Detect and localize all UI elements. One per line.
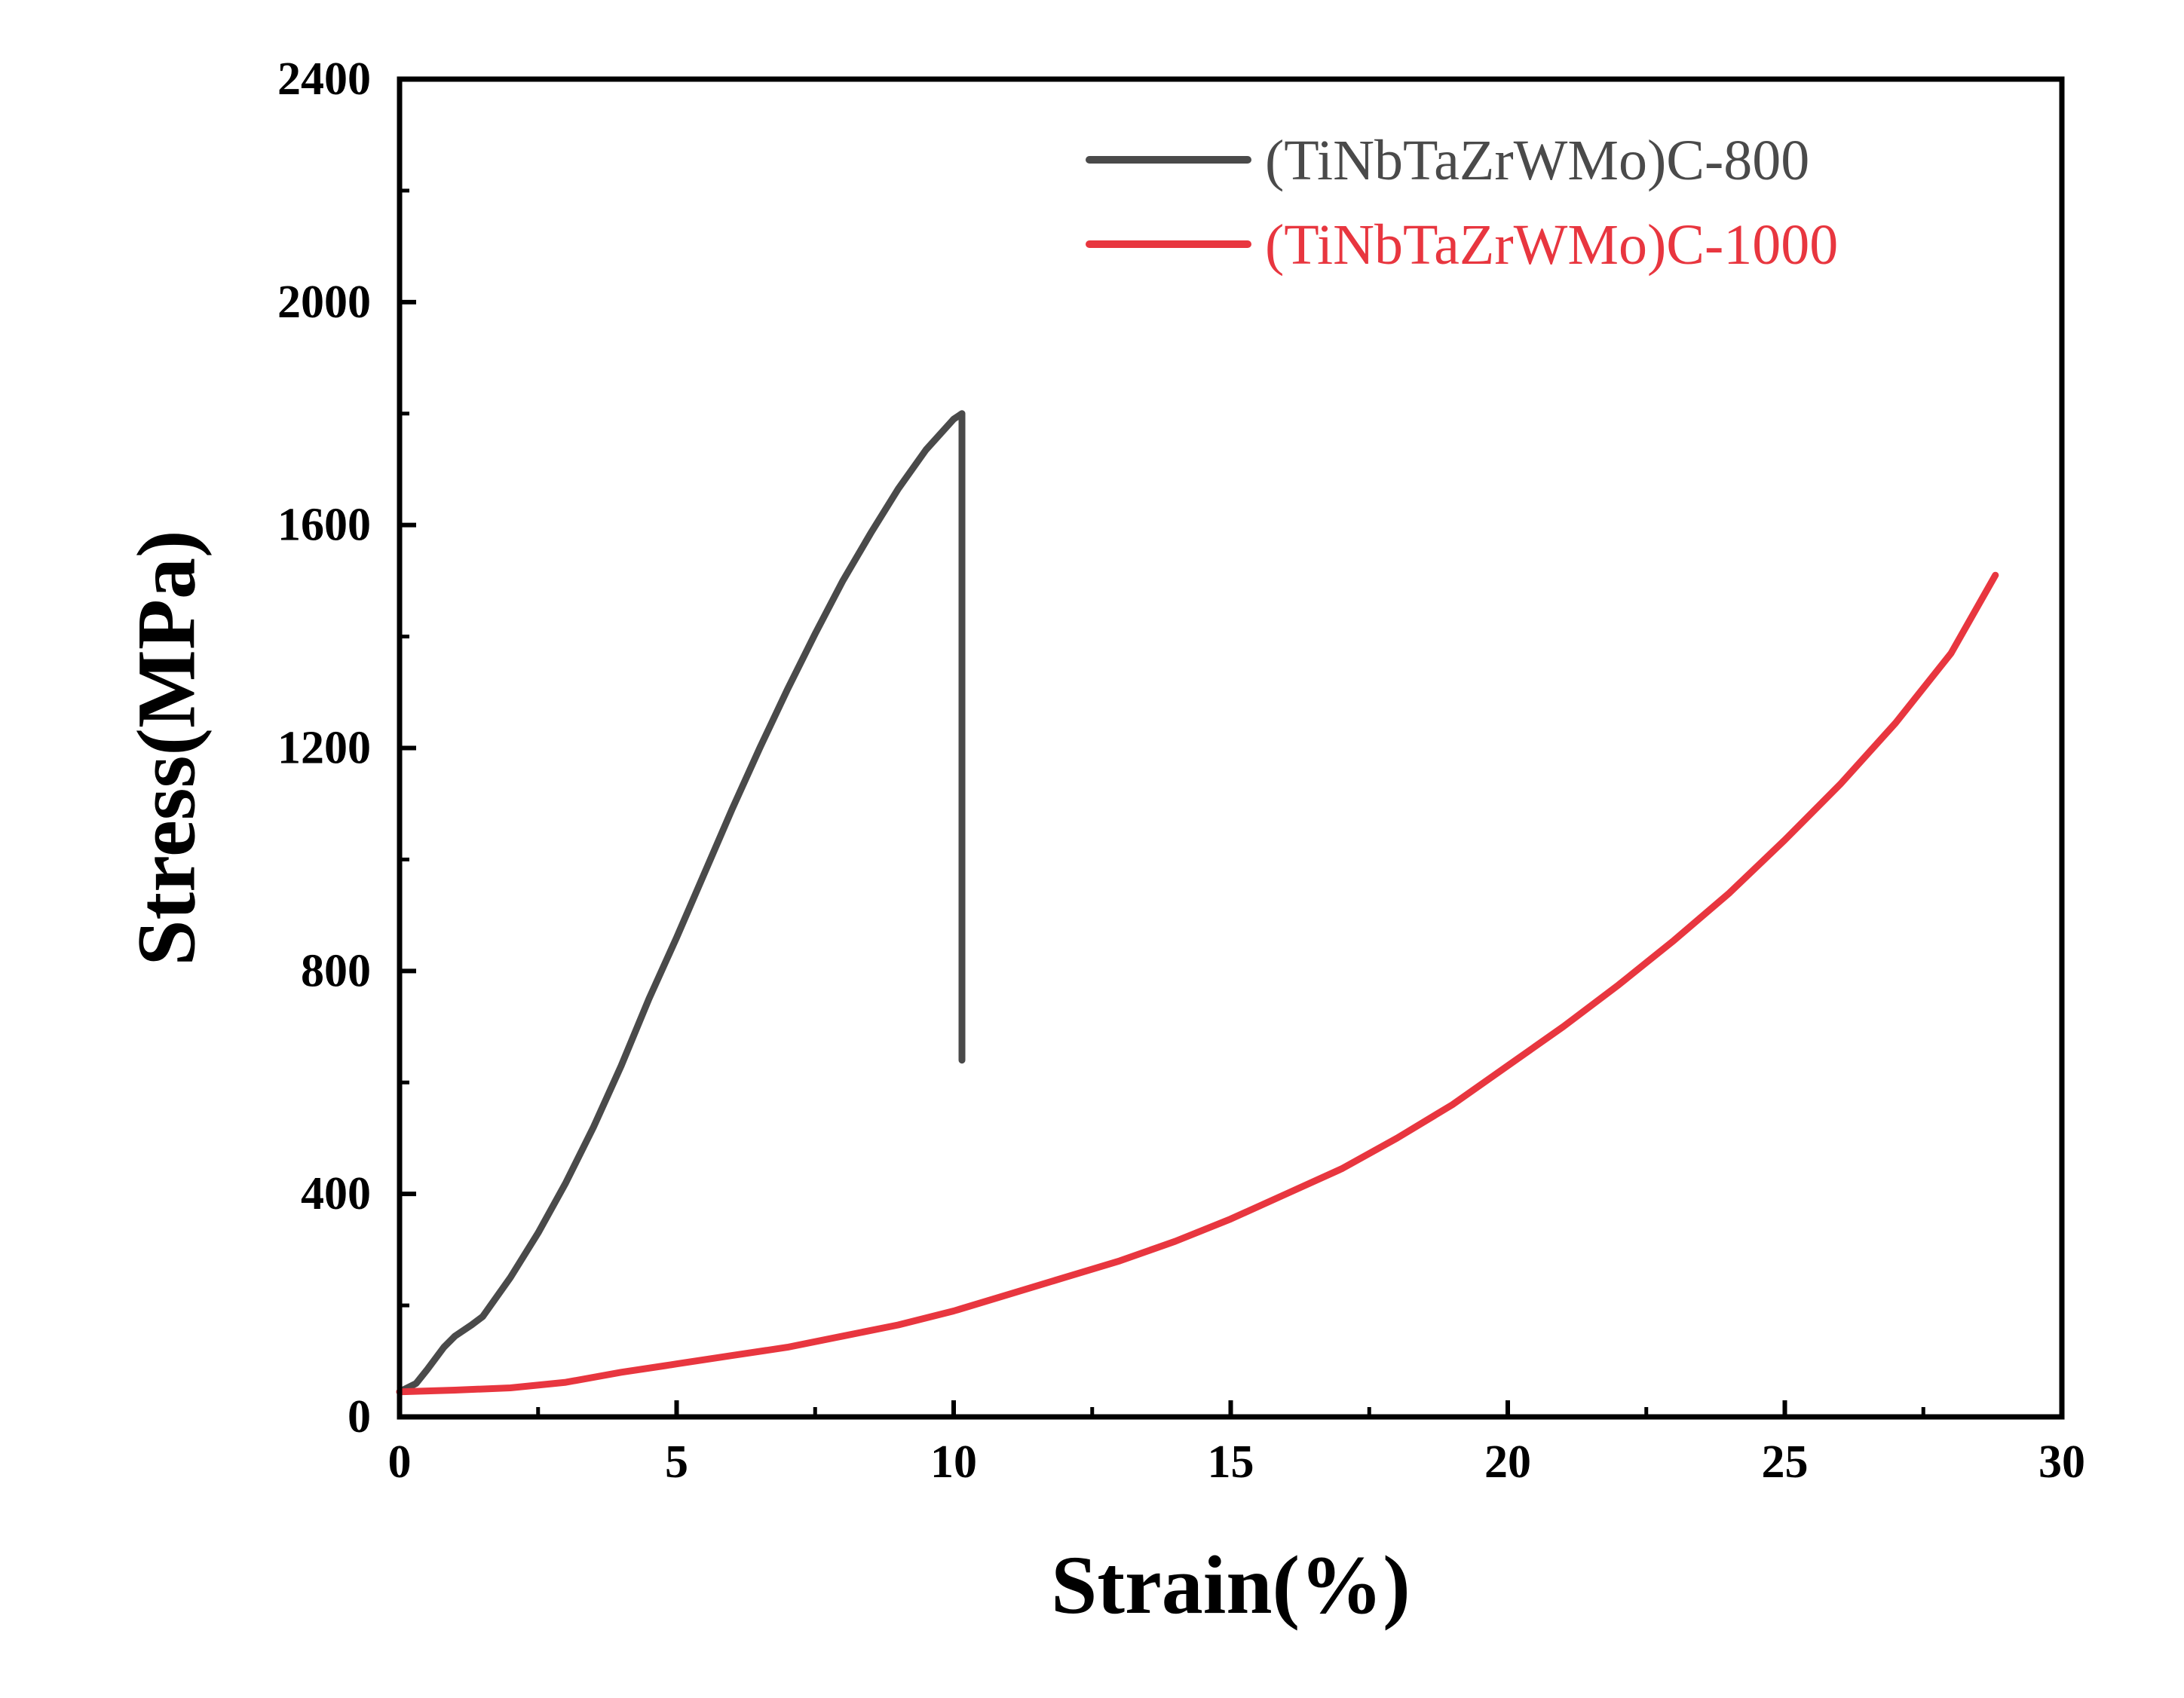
tick-labels-layer: 0 5 10 15 20 25 30 0 400 800 1200 1600 2000 2400 (277, 54, 2085, 1488)
x-tick-label: 30 (2039, 1436, 2085, 1488)
x-tick-label: 0 (388, 1436, 412, 1488)
y-tick-label: 1600 (277, 500, 371, 551)
x-tick-label: 5 (665, 1436, 688, 1488)
x-axis-label: Strain(%) (1051, 1539, 1411, 1631)
y-tick-label: 800 (301, 945, 371, 996)
y-tick-label: 2000 (277, 277, 371, 328)
y-axis-label: Stress(MPa) (120, 530, 212, 965)
series-line-c800 (396, 410, 966, 1396)
legend-label: (TiNbTaZrWMo)C-1000 (1265, 213, 1838, 277)
series-line-c1000 (396, 571, 1999, 1396)
x-tick-label: 10 (930, 1436, 977, 1488)
y-tick-label: 1200 (277, 723, 371, 774)
x-tick-label: 25 (1762, 1436, 1809, 1488)
y-tick-label: 0 (348, 1391, 371, 1443)
x-tick-label: 20 (1484, 1436, 1531, 1488)
legend-label: (TiNbTaZrWMo)C-800 (1265, 129, 1809, 192)
y-tick-label: 2400 (277, 54, 371, 105)
legend: (TiNbTaZrWMo)C-800 (TiNbTaZrWMo)C-1000 (1086, 129, 1838, 277)
series-layer (396, 410, 1999, 1396)
x-tick-label: 15 (1208, 1436, 1254, 1488)
plot-frame (397, 76, 2065, 1420)
y-tick-label: 400 (301, 1168, 371, 1219)
